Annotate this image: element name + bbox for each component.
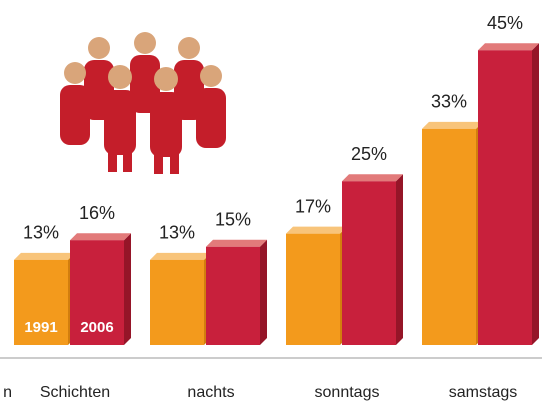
value-label: 45%	[487, 13, 523, 33]
bar	[150, 259, 204, 345]
bar-side	[532, 43, 539, 345]
bar	[342, 181, 396, 345]
bar-top	[478, 43, 539, 51]
bar-top	[150, 252, 211, 260]
bar	[206, 246, 260, 345]
bar-top	[342, 174, 403, 182]
bar-top	[206, 239, 267, 247]
value-label: 15%	[215, 210, 251, 230]
bar	[14, 259, 68, 345]
value-label: 13%	[23, 223, 59, 243]
x-tick-label: Schichten	[40, 384, 110, 401]
bar-top	[14, 252, 75, 260]
bar	[286, 233, 340, 345]
x-tick-label: nachts	[187, 384, 234, 401]
x-tick-label: samstags	[449, 384, 517, 401]
bar	[422, 128, 476, 345]
bar-top	[422, 121, 483, 129]
bar-top	[70, 233, 131, 241]
bar	[478, 50, 532, 345]
x-tick-label: sonntags	[315, 384, 380, 401]
legend-label: 2006	[80, 319, 113, 336]
value-label: 17%	[295, 196, 331, 216]
bar-side	[396, 174, 403, 345]
value-label: 33%	[431, 92, 467, 112]
people-illustration	[60, 32, 226, 174]
bar-side	[260, 239, 267, 345]
bar	[70, 240, 124, 345]
bar-side	[124, 233, 131, 345]
value-label: 16%	[79, 203, 115, 223]
value-label: 13%	[159, 223, 195, 243]
x-tick-label: n	[3, 384, 12, 401]
value-label: 25%	[351, 144, 387, 164]
legend-label: 1991	[24, 319, 57, 336]
bar-top	[286, 226, 347, 234]
